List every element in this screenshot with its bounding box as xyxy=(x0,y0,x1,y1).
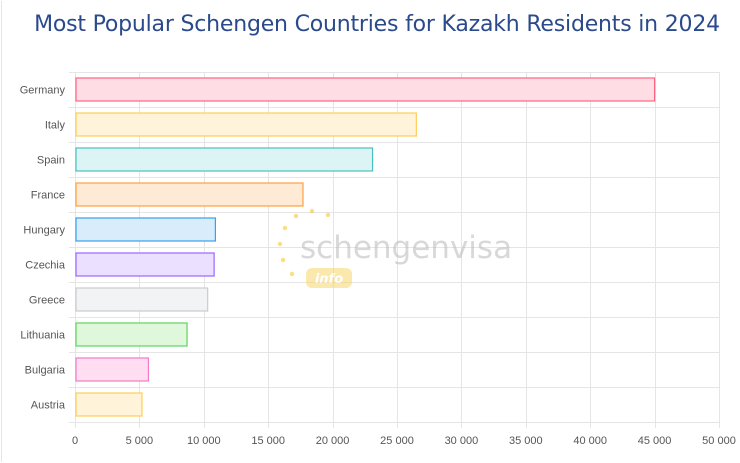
category-label: Hungary xyxy=(23,225,65,237)
x-tick-label: 5 000 xyxy=(126,435,154,447)
x-tick-label: 10 000 xyxy=(187,435,221,447)
category-label: Spain xyxy=(37,155,65,167)
watermark-sub: info xyxy=(315,272,343,287)
category-label: Austria xyxy=(31,400,66,412)
watermark-brand: schengenvisa xyxy=(300,230,512,266)
category-label: Germany xyxy=(20,85,66,97)
watermark-stars-icon xyxy=(277,208,331,277)
bar-germany xyxy=(75,77,656,102)
x-tick-label: 25 000 xyxy=(380,435,414,447)
x-tick-label: 50 000 xyxy=(702,435,736,447)
bar-spain xyxy=(75,147,374,172)
category-label: France xyxy=(31,190,65,202)
tick-labels: 0 5 000 10 000 15 000 20 000 25 000 30 000 35 0… xyxy=(72,435,736,447)
x-tick-label: 40 000 xyxy=(573,435,607,447)
category-label: Greece xyxy=(29,295,65,307)
watermark-badge xyxy=(306,268,352,288)
bar-italy xyxy=(75,112,417,137)
category-label: Czechia xyxy=(25,260,66,272)
x-tick-label: 30 000 xyxy=(445,435,479,447)
bar-austria xyxy=(75,392,143,417)
bar-lithuania xyxy=(75,322,188,347)
x-tick-label: 45 000 xyxy=(638,435,672,447)
category-label: Lithuania xyxy=(20,330,66,342)
x-tick-label: 35 000 xyxy=(509,435,543,447)
bar-czechia xyxy=(75,252,215,277)
bar-hungary xyxy=(75,217,216,242)
category-label: Bulgaria xyxy=(25,365,66,377)
bar-bulgaria xyxy=(75,357,150,382)
watermark: schengenvisa info xyxy=(277,208,512,288)
bar-france xyxy=(75,182,304,207)
bar-greece xyxy=(75,287,209,312)
bars xyxy=(75,77,656,417)
x-tick-label: 20 000 xyxy=(316,435,350,447)
x-tick-label: 0 xyxy=(72,435,78,447)
chart-title: Most Popular Schengen Countries for Kaza… xyxy=(34,12,720,37)
category-labels: Germany Italy Spain France Hungary Czechia Gre… xyxy=(20,85,66,412)
x-tick-label: 15 000 xyxy=(251,435,285,447)
category-label: Italy xyxy=(45,120,66,132)
